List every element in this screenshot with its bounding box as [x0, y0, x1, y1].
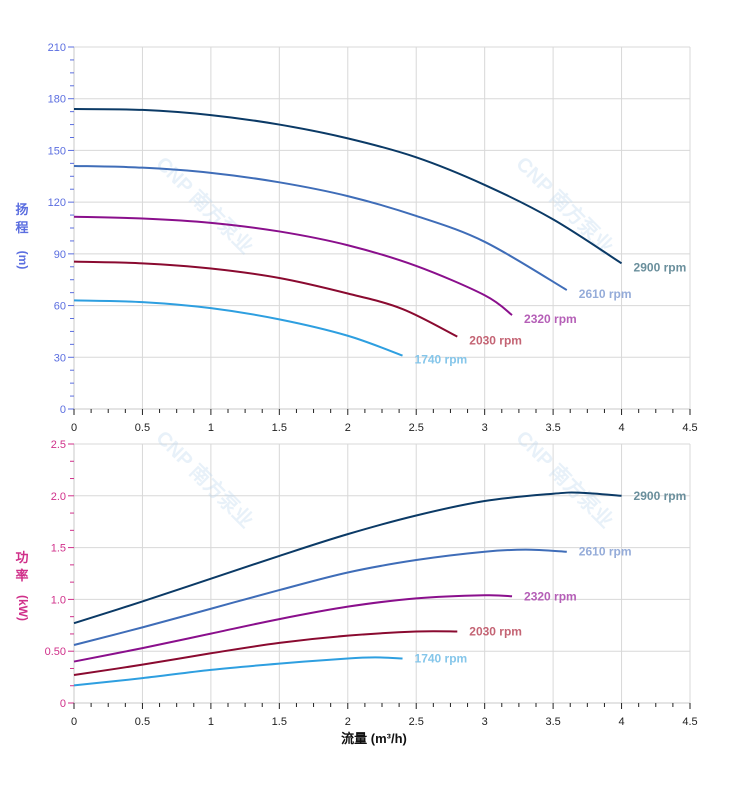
series-label: 2030 rpm [469, 625, 522, 639]
y-axis-title-part: 扬 [15, 202, 28, 217]
y-tick-label: 90 [54, 249, 66, 261]
series-label: 2900 rpm [634, 489, 687, 503]
y-tick-label: 150 [48, 145, 66, 157]
series-curve-2030-rpm [73, 630, 458, 677]
x-tick-label: 3 [482, 716, 488, 728]
y-tick-label: 60 [54, 301, 66, 313]
x-axis-title: 流量 (m³/h) [341, 731, 407, 746]
y-axis-title-part: 程 [15, 220, 28, 235]
y-axis-title: 功率 [15, 550, 28, 583]
series-curve-2610-rpm [73, 548, 567, 646]
series-label: 2320 rpm [524, 312, 577, 326]
series-label: 2030 rpm [469, 334, 522, 348]
y-tick-label: 2.0 [51, 491, 66, 503]
x-tick-label: 1 [208, 422, 214, 434]
y-tick-label: 0.50 [45, 646, 66, 658]
watermark-logo: CNP 南方泵业 [151, 426, 258, 533]
series-label: 2610 rpm [579, 287, 632, 301]
y-axis-unit: (kW) [16, 595, 30, 621]
chart-panel-2: 0 0.50 1.0 1.5 2.0 2.5 0 0.5 1 1.5 2 2.5 3 3.5 4 4.5 功率 (… [15, 426, 697, 746]
x-tick-label: 0 [71, 422, 77, 434]
y-tick-label: 180 [48, 94, 66, 106]
x-tick-label: 4.5 [682, 422, 697, 434]
series-curve-1740-rpm [73, 656, 403, 687]
series-curve-2900-rpm [73, 108, 623, 265]
series-curve-2320-rpm [73, 594, 513, 663]
series-label: 1740 rpm [415, 651, 468, 665]
x-tick-label: 3.5 [545, 716, 560, 728]
y-tick-label: 0 [60, 404, 66, 416]
y-tick-label: 210 [48, 42, 66, 54]
y-axis-title-part: 功 [15, 550, 28, 565]
series-curve-2610-rpm [73, 164, 568, 291]
y-tick-label: 0 [60, 698, 66, 710]
watermark-logo: CNP 南方泵业 [151, 152, 258, 259]
series-curve-2320-rpm [73, 215, 513, 316]
chart-panel-1: 0 30 60 90 120 150 180 210 0 0.5 1 1.5 2 2.5 3 3.5 4 4.5 扬… [15, 42, 697, 434]
y-tick-label: 1.0 [51, 594, 66, 606]
x-tick-label: 1.5 [272, 716, 287, 728]
x-tick-label: 4 [618, 422, 624, 434]
x-tick-label: 1 [208, 716, 214, 728]
y-axis-title: 扬程 [15, 202, 28, 235]
series-label: 2900 rpm [634, 260, 687, 274]
series-label: 2320 rpm [524, 589, 577, 603]
y-axis-unit: (m) [16, 251, 30, 270]
y-tick-label: 30 [54, 352, 66, 364]
x-tick-label: 2 [345, 422, 351, 434]
x-tick-label: 3.5 [545, 422, 560, 434]
x-tick-label: 2 [345, 716, 351, 728]
x-tick-label: 4.5 [682, 716, 697, 728]
x-tick-label: 0 [71, 716, 77, 728]
series-curve-1740-rpm [73, 299, 403, 357]
y-tick-label: 2.5 [51, 439, 66, 451]
series-curve-2900-rpm [73, 491, 622, 625]
y-tick-label: 1.5 [51, 543, 66, 555]
y-tick-label: 120 [48, 197, 66, 209]
x-tick-label: 0.5 [135, 422, 150, 434]
x-tick-label: 0.5 [135, 716, 150, 728]
x-tick-label: 4 [618, 716, 624, 728]
x-tick-label: 2.5 [409, 716, 424, 728]
series-label: 1740 rpm [415, 353, 468, 367]
series-label: 2610 rpm [579, 545, 632, 559]
x-tick-label: 1.5 [272, 422, 287, 434]
y-axis-title-part: 率 [15, 568, 28, 583]
series-curve-2030-rpm [73, 260, 458, 338]
x-tick-label: 2.5 [409, 422, 424, 434]
x-tick-label: 3 [482, 422, 488, 434]
watermark-logo: CNP 南方泵业 [511, 426, 618, 533]
